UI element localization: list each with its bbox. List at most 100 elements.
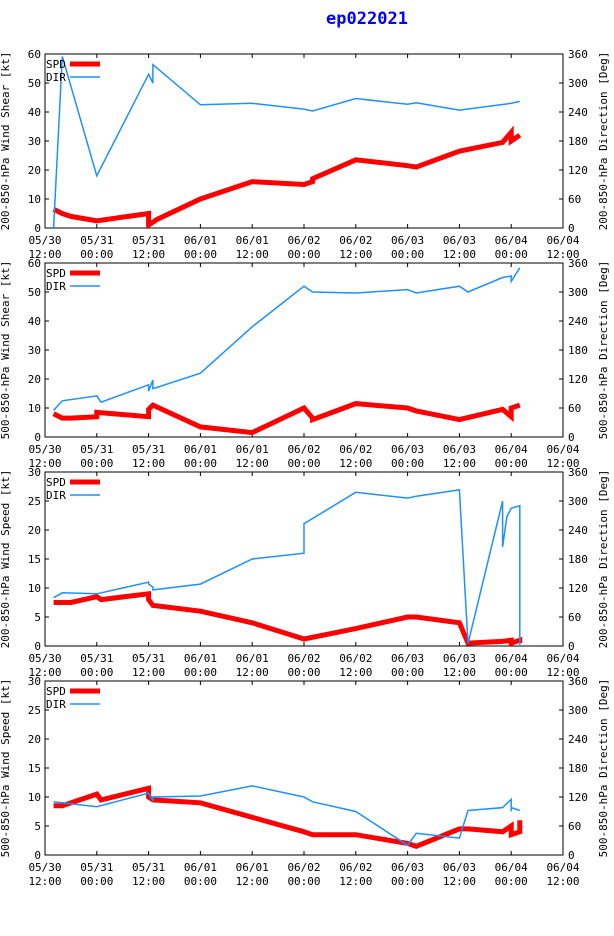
x-tick-date: 06/04	[546, 861, 579, 874]
left-tick-label: 15	[28, 762, 41, 775]
x-tick-time: 12:00	[546, 666, 579, 679]
left-tick-label: 10	[28, 193, 41, 206]
x-tick-time: 12:00	[132, 248, 165, 261]
left-tick-label: 40	[28, 106, 41, 119]
left-tick-label: 15	[28, 553, 41, 566]
panel-2: 010203040506006012018024030036005/3012:0…	[0, 257, 610, 470]
panel-4: 05101520253006012018024030036005/3012:00…	[0, 675, 610, 888]
x-tick-date: 06/02	[339, 652, 372, 665]
panel-3: 05101520253006012018024030036005/3012:00…	[0, 466, 610, 679]
x-tick-time: 00:00	[184, 666, 217, 679]
x-tick-date: 06/02	[287, 652, 320, 665]
x-tick-time: 00:00	[495, 666, 528, 679]
left-tick-label: 60	[28, 257, 41, 270]
x-tick-date: 06/02	[287, 861, 320, 874]
x-tick-date: 06/03	[391, 234, 424, 247]
legend-label-dir: DIR	[46, 280, 66, 293]
right-tick-label: 0	[568, 849, 575, 862]
x-tick-time: 00:00	[391, 666, 424, 679]
x-tick-date: 06/03	[443, 234, 476, 247]
left-tick-label: 20	[28, 164, 41, 177]
x-tick-time: 00:00	[391, 248, 424, 261]
legend-label-dir: DIR	[46, 71, 66, 84]
left-tick-label: 60	[28, 48, 41, 61]
figure-title: ep022021	[326, 9, 408, 29]
x-tick-time: 12:00	[132, 457, 165, 470]
x-tick-time: 12:00	[28, 457, 61, 470]
x-tick-date: 06/02	[339, 234, 372, 247]
right-tick-label: 240	[568, 733, 588, 746]
right-tick-label: 120	[568, 164, 588, 177]
legend-label-spd: SPD	[46, 58, 66, 71]
right-tick-label: 300	[568, 77, 588, 90]
left-tick-label: 10	[28, 402, 41, 415]
x-tick-time: 12:00	[546, 875, 579, 888]
left-tick-label: 30	[28, 135, 41, 148]
right-tick-label: 360	[568, 257, 588, 270]
x-tick-time: 00:00	[184, 457, 217, 470]
right-tick-label: 240	[568, 315, 588, 328]
x-tick-time: 00:00	[80, 875, 113, 888]
x-tick-time: 12:00	[28, 875, 61, 888]
dir-series-line	[52, 56, 520, 228]
x-tick-date: 05/31	[132, 443, 165, 456]
x-tick-date: 06/04	[546, 234, 579, 247]
x-tick-date: 06/04	[546, 652, 579, 665]
x-tick-date: 06/04	[495, 861, 528, 874]
x-tick-date: 05/31	[132, 652, 165, 665]
dir-series-line	[53, 785, 521, 847]
left-tick-label: 25	[28, 495, 41, 508]
left-tick-label: 10	[28, 791, 41, 804]
spd-series-line	[52, 125, 522, 228]
panels: 010203040506006012018024030036005/3012:0…	[0, 48, 610, 888]
x-tick-date: 05/31	[80, 443, 113, 456]
left-tick-label: 0	[34, 431, 41, 444]
x-tick-time: 00:00	[80, 248, 113, 261]
x-tick-date: 05/31	[80, 652, 113, 665]
x-tick-date: 06/02	[339, 861, 372, 874]
x-tick-time: 00:00	[287, 875, 320, 888]
x-tick-time: 12:00	[132, 666, 165, 679]
left-tick-label: 50	[28, 77, 41, 90]
left-tick-label: 30	[28, 466, 41, 479]
x-tick-date: 06/03	[443, 443, 476, 456]
right-tick-label: 120	[568, 791, 588, 804]
right-tick-label: 0	[568, 640, 575, 653]
x-tick-time: 12:00	[339, 457, 372, 470]
panel-1: 010203040506006012018024030036005/3012:0…	[0, 48, 610, 261]
left-tick-label: 20	[28, 373, 41, 386]
left-tick-label: 50	[28, 286, 41, 299]
legend-label-dir: DIR	[46, 698, 66, 711]
right-tick-label: 180	[568, 553, 588, 566]
right-tick-label: 360	[568, 675, 588, 688]
right-tick-label: 240	[568, 106, 588, 119]
x-tick-time: 12:00	[28, 666, 61, 679]
x-tick-time: 00:00	[495, 248, 528, 261]
right-tick-label: 60	[568, 402, 581, 415]
right-tick-label: 360	[568, 48, 588, 61]
x-tick-time: 00:00	[287, 248, 320, 261]
x-tick-time: 12:00	[132, 875, 165, 888]
right-tick-label: 180	[568, 344, 588, 357]
x-tick-date: 05/30	[28, 652, 61, 665]
x-tick-date: 05/31	[80, 234, 113, 247]
left-tick-label: 20	[28, 524, 41, 537]
x-tick-time: 12:00	[546, 457, 579, 470]
left-tick-label: 0	[34, 849, 41, 862]
x-tick-date: 05/30	[28, 234, 61, 247]
x-tick-time: 12:00	[236, 666, 269, 679]
right-tick-label: 300	[568, 495, 588, 508]
x-tick-date: 06/01	[236, 861, 269, 874]
x-tick-date: 06/01	[236, 652, 269, 665]
left-tick-label: 25	[28, 704, 41, 717]
x-tick-date: 06/03	[391, 443, 424, 456]
x-tick-time: 12:00	[443, 248, 476, 261]
x-tick-time: 12:00	[546, 248, 579, 261]
legend-label-spd: SPD	[46, 476, 66, 489]
left-tick-label: 5	[34, 611, 41, 624]
right-tick-label: 300	[568, 286, 588, 299]
x-tick-date: 05/31	[80, 861, 113, 874]
x-tick-date: 06/01	[184, 234, 217, 247]
y-axis-label-left: 500-850-hPa Wind Shear [kt]	[0, 261, 12, 440]
